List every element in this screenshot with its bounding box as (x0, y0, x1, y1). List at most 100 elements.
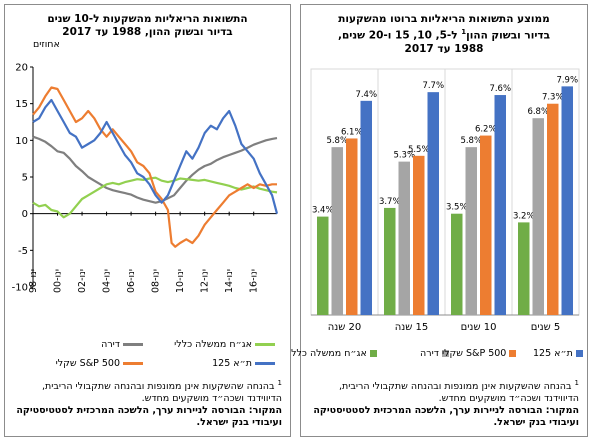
bar-legend-item: אג״ח ממשלה כללי (289, 348, 377, 359)
bar-data-label: 3.4% (312, 206, 334, 216)
bar-data-label: 5.3% (393, 151, 415, 161)
line-legend-item: אג״ח ממשלה כללי (157, 339, 275, 350)
bar-data-label: 7.3% (542, 93, 564, 103)
bar-legend-swatch (575, 350, 583, 357)
bar-legend-label: S&P 500 שקלי (442, 348, 507, 359)
line-x-tick-label: ינו-16 (249, 269, 260, 293)
line-legend-swatch (123, 362, 143, 365)
bar-data-label: 7.6% (489, 84, 511, 94)
line-chart-legend: דירה אג״ח ממשלה כללי S&P 500 שקלי ת״א 125 (5, 5, 292, 438)
line-series (32, 135, 278, 204)
bar (451, 213, 463, 315)
bar-title-line-3: ל-5, 10, 15 ו-20 שנים, (337, 29, 458, 42)
bar-chart-legend: אג״ח ממשלה כללי דירה S&P 500 שקלי ת״א 125 (289, 5, 589, 438)
line-x-tick-label: ינו-10 (175, 269, 186, 293)
bar-data-label: 3.2% (513, 211, 535, 221)
line-legend-label: דירה (101, 339, 120, 350)
bar-legend-item: דירה (420, 348, 449, 359)
bar-data-label: 6.8% (527, 107, 549, 117)
bar (346, 138, 358, 315)
bar (317, 216, 329, 315)
bar (480, 135, 492, 315)
line-legend-swatch (255, 343, 275, 346)
line-y-tick-label: 5 (22, 173, 28, 184)
bar-category-label: 15 שנה (395, 322, 429, 333)
line-legend-label: אג״ח ממשלה כללי (174, 339, 252, 350)
bar-title-line-4: 1988 עד 2017 (404, 42, 484, 55)
bar-data-label: 7.4% (355, 90, 377, 100)
bar-legend-swatch (369, 350, 377, 357)
line-y-tick-label: 0 (22, 209, 28, 220)
bar-legend-item: S&P 500 שקלי (442, 348, 517, 359)
line-y-tick-label: -10 (12, 283, 28, 294)
line-legend-swatch (255, 362, 275, 365)
bar-legend-label: ת״א 125 (533, 348, 573, 359)
bar (547, 103, 559, 316)
line-series (32, 176, 278, 219)
bar (398, 161, 410, 315)
bar-data-label: 5.8% (460, 136, 482, 146)
line-footnote-text: בהנחה שהשקעות אינן ממונפות ובהנחה שתקבול… (41, 381, 282, 405)
line-x-tick-label: ינו-04 (102, 269, 113, 293)
bar-category-label: 5 שנים (531, 322, 561, 333)
bar-chart-note: 1 בהנחה שהשקעות אינן ממונפות ובהנחה שתקב… (309, 377, 579, 429)
bar (561, 86, 573, 315)
bar (518, 222, 530, 315)
bar-title-footnote-marker: 1 (461, 28, 467, 36)
bar (384, 207, 396, 315)
bar-data-label: 5.5% (408, 145, 430, 155)
bar (494, 95, 506, 315)
line-x-tick-label: ינו-98 (28, 269, 39, 293)
line-chart-note: 1 בהנחה שהשקעות אינן ממונפות ובהנחה שתקב… (13, 377, 282, 429)
bar (413, 155, 425, 315)
line-legend-item: S&P 500 שקלי (25, 358, 143, 369)
bar-category-label: 10 שנים (461, 322, 497, 333)
line-y-tick-label: -5 (18, 246, 28, 257)
line-legend-item: ת״א 125 (157, 358, 275, 369)
bar-legend-swatch (441, 350, 449, 357)
line-legend-swatch (123, 343, 143, 346)
bar-chart-title: ממוצע התשואות הריאליות ברוטו מהשקעות בדי… (307, 13, 581, 56)
line-title-line-2: בדיור ובשוק ההון, 1988 עד 2017 (62, 26, 233, 38)
bar (427, 92, 439, 315)
line-series (32, 86, 277, 248)
line-series (32, 98, 279, 214)
line-x-tick-label: ינו-08 (151, 269, 162, 293)
bar (465, 147, 477, 315)
bar (360, 100, 372, 315)
bar-legend-label: אג״ח ממשלה כללי (289, 348, 367, 359)
bar-data-label: 6.2% (475, 125, 497, 135)
bar-data-label: 3.7% (379, 197, 401, 207)
line-x-tick-label: ינו-14 (224, 269, 235, 293)
line-chart-svg: אחוזים -10 -5 0 5 10 15 20 ינו-98 ינו-00 ינו-02 ינו… (12, 39, 279, 294)
bar-data-label: 6.1% (341, 127, 363, 137)
bar (532, 118, 544, 315)
bar-footnote-text: בהנחה שהשקעות אינן ממונפות ובהנחה שתקבול… (338, 381, 579, 405)
bar-legend-item: ת״א 125 (533, 348, 583, 359)
line-chart-title: התשואות הריאליות מהשקעות ל-10 שנים בדיור… (11, 13, 284, 39)
line-x-tick-label: ינו-12 (200, 269, 211, 293)
line-x-tick-label: ינו-00 (53, 269, 64, 293)
bar-category-label: 20 שנה (328, 322, 362, 333)
bar-chart-svg: 3.4%5.8%6.1%7.4%20 שנה3.7%5.3%5.5%7.7%15… (310, 68, 580, 333)
bar-title-line-2: בדיור ובשוק ההון (466, 29, 550, 42)
bar-data-label: 7.9% (556, 75, 578, 85)
bar-data-label: 5.8% (326, 136, 348, 146)
line-chart-panel: התשואות הריאליות מהשקעות ל-10 שנים בדיור… (4, 4, 291, 437)
line-y-tick-label: 10 (15, 136, 28, 147)
line-y-unit-label: אחוזים (33, 39, 60, 50)
bar-legend-swatch (509, 350, 517, 357)
bar-legend-label: דירה (420, 348, 439, 359)
bar-title-line-1: ממוצע התשואות הריאליות ברוטו מהשקעות (338, 13, 550, 25)
line-title-line-1: התשואות הריאליות מהשקעות ל-10 שנים (47, 13, 248, 25)
line-legend-item: דירה (25, 339, 143, 350)
bar-footnote-marker: 1 (574, 379, 579, 387)
bar-data-label: 3.5% (446, 203, 468, 213)
line-footnote-marker: 1 (277, 379, 282, 387)
line-x-tick-label: ינו-02 (77, 269, 88, 293)
line-x-tick-label: ינו-06 (126, 269, 137, 293)
bar (331, 147, 343, 315)
bar-source-text: המקור: הבורסה לניירות ערך, הלשכה המרכזית… (313, 405, 579, 429)
line-legend-label: S&P 500 שקלי (55, 358, 120, 369)
bar-data-label: 7.7% (422, 81, 444, 91)
